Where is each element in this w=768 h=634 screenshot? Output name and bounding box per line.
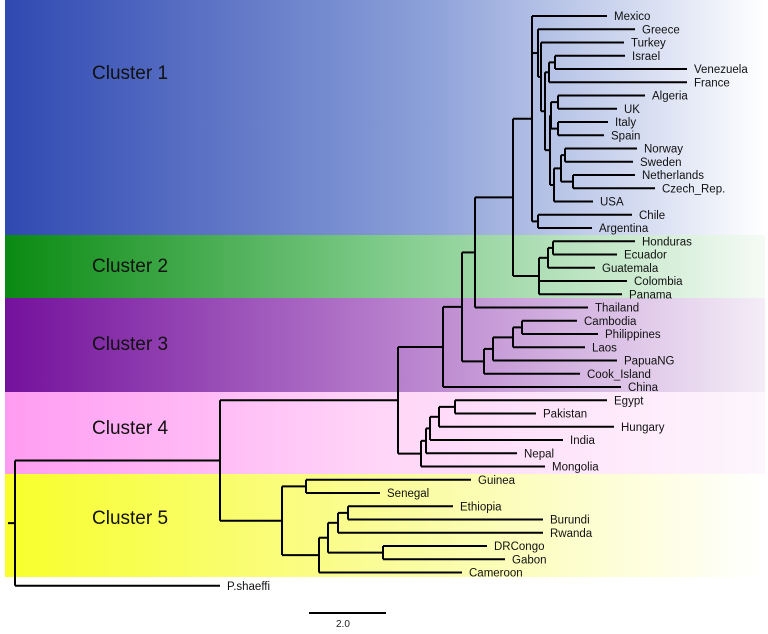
leaf-label: Algeria <box>652 91 688 103</box>
cluster-3-band <box>5 298 765 392</box>
leaf-label: Colombia <box>634 276 683 288</box>
leaf-label: Norway <box>644 144 683 156</box>
leaf-label: Czech_Rep. <box>662 183 725 195</box>
leaf-label: Panama <box>629 289 672 301</box>
leaf-label: Sweden <box>640 157 682 169</box>
leaf-label: Netherlands <box>642 170 704 182</box>
leaf-label: Ecuador <box>624 250 667 262</box>
cluster-5-label: Cluster 5 <box>92 508 169 529</box>
leaf-label: Gabon <box>512 554 547 566</box>
scale-bar-label: 2.0 <box>336 619 350 630</box>
leaf-label: P.shaeffi <box>227 581 270 593</box>
leaf-label: Thailand <box>595 303 639 315</box>
leaf-label: Argentina <box>599 223 649 235</box>
leaf-label: Chile <box>639 210 665 222</box>
leaf-label: Greece <box>642 24 680 36</box>
cluster-3-label: Cluster 3 <box>92 334 169 355</box>
cluster-1-label: Cluster 1 <box>92 63 169 84</box>
leaf-label: Cook_Island <box>587 369 651 381</box>
leaf-label: Guatemala <box>602 263 659 275</box>
leaf-label: Burundi <box>550 515 590 527</box>
cluster-2-label: Cluster 2 <box>92 256 169 277</box>
leaf-label: Italy <box>615 117 636 129</box>
leaf-label: Hungary <box>621 422 665 434</box>
leaf-label: Spain <box>611 130 640 142</box>
leaf-label: PapuaNG <box>624 356 675 368</box>
leaf-label: UK <box>624 104 640 116</box>
cluster-1-band <box>5 0 765 235</box>
leaf-label: Cambodia <box>584 316 637 328</box>
leaf-label: Egypt <box>614 395 644 407</box>
leaf-label: Laos <box>592 342 617 354</box>
leaf-label: Philippines <box>605 329 661 341</box>
leaf-label: Honduras <box>642 236 692 248</box>
leaf-label: USA <box>600 197 624 209</box>
cluster-4-label: Cluster 4 <box>92 418 169 439</box>
leaf-label: Pakistan <box>543 409 587 421</box>
leaf-label: Rwanda <box>550 528 593 540</box>
leaf-label: India <box>570 435 596 447</box>
leaf-label: Mexico <box>614 11 650 23</box>
cluster-2-band <box>5 235 765 298</box>
leaf-label: Senegal <box>387 488 429 500</box>
leaf-label: Israel <box>632 51 660 63</box>
leaf-label: Guinea <box>478 475 516 487</box>
leaf-label: Venezuela <box>694 64 748 76</box>
leaf-label: Ethiopia <box>460 501 502 513</box>
leaf-label: Cameroon <box>469 568 523 580</box>
leaf-label: Nepal <box>524 448 554 460</box>
leaf-label: Turkey <box>631 38 666 50</box>
leaf-label: France <box>694 77 730 89</box>
leaf-label: Mongolia <box>552 462 599 474</box>
leaf-label: China <box>628 382 659 394</box>
leaf-label: DRCongo <box>494 541 545 553</box>
